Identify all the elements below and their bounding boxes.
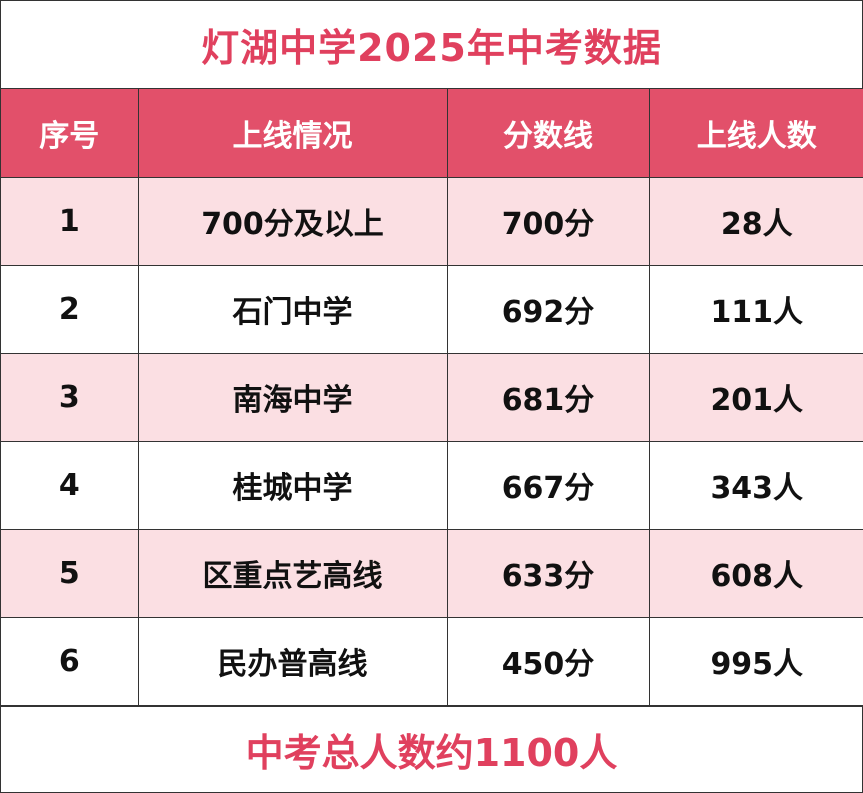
header-count: 上线人数 <box>648 89 863 178</box>
cell-index: 2 <box>1 264 139 354</box>
table-header-row: 序号 上线情况 分数线 上线人数 <box>1 89 863 178</box>
page-title: 灯湖中学2025年中考数据 <box>1 1 862 89</box>
cell-count: 343人 <box>648 440 863 530</box>
cell-score-line: 692分 <box>446 264 650 354</box>
table-row: 4 桂城中学 667分 343人 <box>1 440 863 530</box>
cell-status: 桂城中学 <box>137 440 448 530</box>
header-score-line: 分数线 <box>446 89 650 178</box>
cell-status: 南海中学 <box>137 352 448 442</box>
cell-score-line: 681分 <box>446 352 650 442</box>
table-row: 6 民办普高线 450分 995人 <box>1 616 863 706</box>
cell-index: 3 <box>1 352 139 442</box>
table-row: 5 区重点艺高线 633分 608人 <box>1 528 863 618</box>
footer-total: 中考总人数约1100人 <box>1 705 862 793</box>
cell-index: 1 <box>1 176 139 266</box>
cell-score-line: 450分 <box>446 616 650 706</box>
cell-index: 4 <box>1 440 139 530</box>
cell-count: 201人 <box>648 352 863 442</box>
cell-status: 700分及以上 <box>137 176 448 266</box>
cell-count: 608人 <box>648 528 863 618</box>
header-status: 上线情况 <box>137 89 448 178</box>
cell-status: 石门中学 <box>137 264 448 354</box>
cell-status: 区重点艺高线 <box>137 528 448 618</box>
cell-score-line: 700分 <box>446 176 650 266</box>
cell-count: 995人 <box>648 616 863 706</box>
cell-score-line: 633分 <box>446 528 650 618</box>
cell-index: 5 <box>1 528 139 618</box>
score-table: 序号 上线情况 分数线 上线人数 1 700分及以上 700分 28人 2 石门… <box>1 89 863 706</box>
table-row: 2 石门中学 692分 111人 <box>1 264 863 354</box>
header-index: 序号 <box>1 89 139 178</box>
cell-index: 6 <box>1 616 139 706</box>
table-row: 3 南海中学 681分 201人 <box>1 352 863 442</box>
cell-score-line: 667分 <box>446 440 650 530</box>
cell-count: 111人 <box>648 264 863 354</box>
cell-status: 民办普高线 <box>137 616 448 706</box>
cell-count: 28人 <box>648 176 863 266</box>
table-row: 1 700分及以上 700分 28人 <box>1 176 863 266</box>
